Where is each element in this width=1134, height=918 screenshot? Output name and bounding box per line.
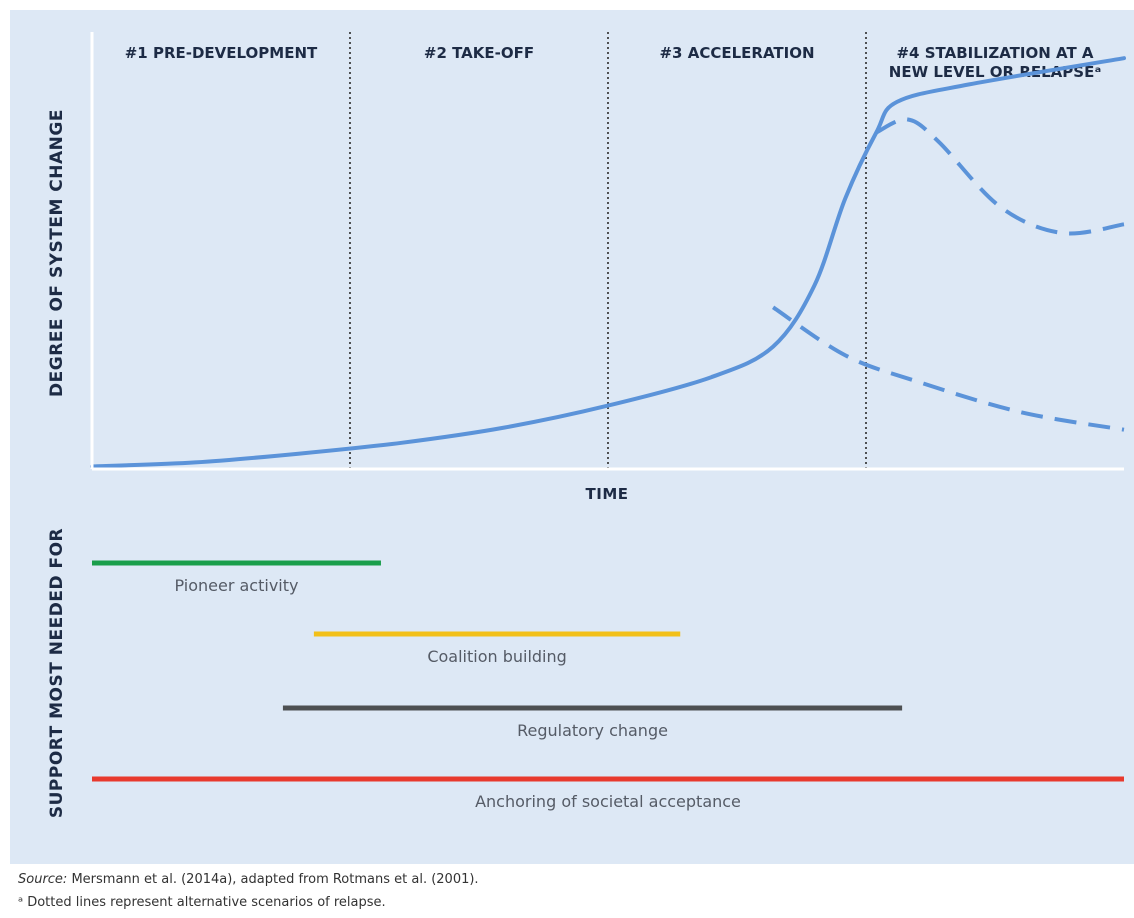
source-note: Source: Mersmann et al. (2014a), adapted… (18, 868, 1118, 891)
phase-label-1: #1 PRE-DEVELOPMENT (125, 44, 318, 62)
phase-label-1-line-1: #1 PRE-DEVELOPMENT (125, 44, 318, 62)
support-bar-label-1: Pioneer activity (174, 576, 298, 595)
footnotes: Source: Mersmann et al. (2014a), adapted… (18, 868, 1118, 914)
source-text: Mersmann et al. (2014a), adapted from Ro… (67, 872, 479, 887)
support-bar-label-3: Regulatory change (517, 721, 668, 740)
phase-label-4-line-1: #4 STABILIZATION AT A (896, 44, 1093, 62)
support-bar-label-4: Anchoring of societal acceptance (475, 792, 741, 811)
phase-label-2: #2 TAKE-OFF (424, 44, 534, 62)
y-axis-title: DEGREE OF SYSTEM CHANGE (47, 109, 67, 397)
support-axis-title: SUPPORT MOST NEEDED FOR (47, 528, 67, 818)
phase-label-2-line-1: #2 TAKE-OFF (424, 44, 534, 62)
source-label: Source: (18, 872, 68, 887)
relapse-curve-upper (875, 117, 1125, 236)
phase-label-4-line-2: NEW LEVEL OR RELAPSEᵃ (889, 63, 1102, 81)
relapse-curve-lower (771, 305, 1125, 432)
support-bar-label-2: Coalition building (427, 647, 566, 666)
relapse-note: ᵃ Dotted lines represent alternative sce… (18, 895, 386, 910)
phase-label-4: #4 STABILIZATION AT A NEW LEVEL OR RELAPS… (889, 44, 1102, 81)
x-axis-title: TIME (586, 485, 629, 503)
phase-label-3-line-1: #3 ACCELERATION (659, 44, 814, 62)
main-transition-curve (90, 56, 1126, 469)
phase-label-3: #3 ACCELERATION (659, 44, 814, 62)
